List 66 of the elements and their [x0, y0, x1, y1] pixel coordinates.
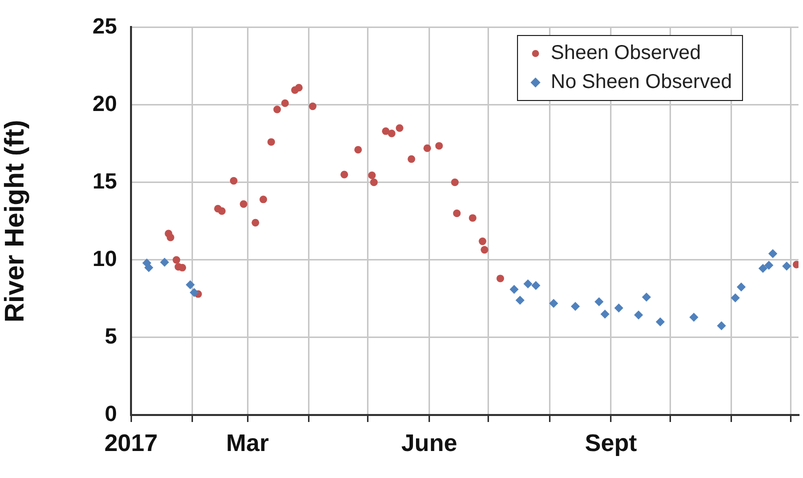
point [523, 279, 532, 288]
point [764, 260, 774, 270]
point [451, 178, 459, 186]
point [600, 310, 610, 319]
point [370, 178, 378, 186]
point [166, 234, 174, 242]
point [531, 280, 540, 290]
legend-label: No Sheen Observed [550, 71, 732, 93]
x-tick-label: Sept [584, 430, 637, 458]
point [260, 196, 268, 204]
point [736, 282, 746, 292]
point [496, 274, 504, 282]
x-tick-label: June [401, 430, 458, 458]
legend-label: Sheen Observed [550, 42, 701, 64]
point [656, 317, 665, 326]
x-tick-label: Mar [226, 430, 269, 458]
point [172, 256, 180, 264]
x-tick-label: 2017 [104, 430, 158, 458]
point [218, 207, 226, 215]
point [730, 293, 740, 302]
point [423, 144, 432, 152]
point [614, 303, 624, 312]
y-tick-label: 25 [92, 13, 117, 38]
point [354, 146, 362, 154]
point [549, 298, 558, 308]
point [689, 312, 698, 322]
y-axis-title: River Height (ft) [0, 120, 30, 322]
point [382, 127, 390, 135]
point [768, 249, 778, 258]
point [240, 200, 248, 208]
point [308, 102, 316, 110]
point [516, 296, 525, 305]
point [281, 99, 289, 108]
point [716, 321, 726, 330]
point [396, 124, 404, 132]
point [570, 302, 580, 311]
point [160, 258, 170, 267]
y-tick-label: 0 [104, 401, 117, 426]
point [178, 264, 186, 272]
point [758, 264, 768, 273]
y-tick-label: 10 [92, 246, 117, 271]
point [144, 263, 154, 272]
point [230, 176, 238, 185]
point [267, 138, 276, 146]
point [642, 292, 651, 302]
point [478, 237, 486, 246]
point [186, 280, 195, 290]
point [480, 246, 488, 254]
point [408, 155, 416, 163]
point [252, 218, 260, 226]
point [510, 284, 519, 294]
point [273, 106, 281, 114]
point [594, 297, 604, 306]
point [453, 210, 461, 218]
point [388, 130, 396, 138]
y-tick-label: 5 [104, 324, 117, 349]
point [190, 288, 199, 297]
point [340, 170, 348, 178]
y-tick-label: 20 [92, 90, 117, 116]
point [295, 84, 303, 92]
y-tick-label: 15 [92, 168, 117, 194]
point [468, 214, 476, 222]
point [368, 172, 376, 180]
point [782, 262, 792, 271]
point [435, 142, 443, 150]
point [634, 310, 644, 320]
